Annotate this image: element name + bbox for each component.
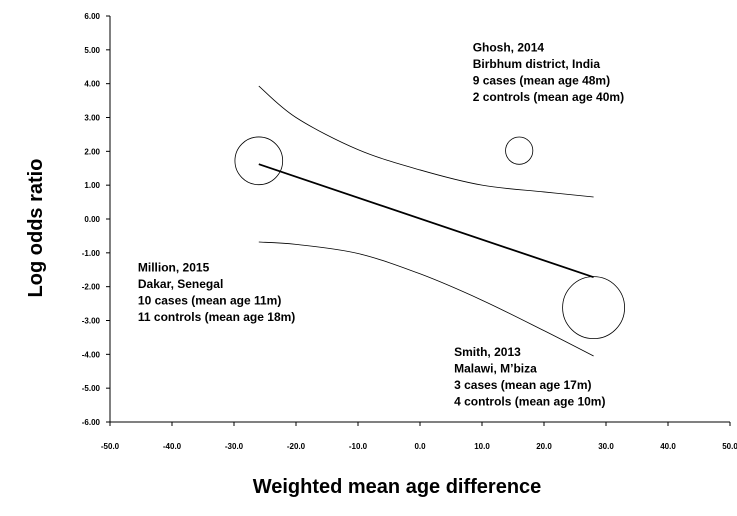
y-tick-label: 3.00 [84,114,100,123]
x-tick-label: 10.0 [474,442,490,451]
annotation-line: 2 controls (mean age 40m) [473,90,624,104]
ci-lower-curve [258,241,594,357]
study-bubble [234,136,284,186]
annotation-line: Million, 2015 [138,260,210,274]
annotation-line: Smith, 2013 [454,345,521,359]
study-annotation: Million, 2015 Dakar, Senegal 10 cases (mea… [138,260,295,324]
study-annotation: Smith, 2013 Malawi, M’biza 3 cases (mean a… [454,345,605,409]
x-axis-title: Weighted mean age difference [253,476,542,498]
study-bubble [562,276,625,340]
annotation-line: Ghosh, 2014 [473,41,545,55]
y-tick-label: 4.00 [84,80,100,89]
y-tick-label: -4.00 [82,350,101,359]
x-tick-label: 30.0 [598,442,614,451]
y-axis-title: Log odds ratio [25,159,47,298]
y-tick-label: 0.00 [84,215,100,224]
x-tick-label: 40.0 [660,442,676,451]
y-tick-label: 1.00 [84,181,100,190]
y-tick-label: 2.00 [84,147,100,156]
annotation-line: Malawi, M’biza [454,362,537,376]
y-tick-label: -3.00 [82,317,101,326]
y-tick-label: -1.00 [82,249,101,258]
study-annotation: Ghosh, 2014 Birbhum district, India 9 case… [473,41,624,105]
y-tick-label: 5.00 [84,46,100,55]
annotation-line: 3 cases (mean age 17m) [454,378,591,392]
annotation-line: 10 cases (mean age 11m) [138,293,281,307]
y-tick-label: 6.00 [84,12,100,21]
y-tick-label: -2.00 [82,283,101,292]
annotation-line: 11 controls (mean age 18m) [138,310,295,324]
x-tick-label: -20.0 [287,442,306,451]
annotation-line: Birbhum district, India [473,57,601,71]
annotation-line: Dakar, Senegal [138,277,223,291]
y-tick-label: -6.00 [82,418,101,427]
x-tick-label: -30.0 [225,442,244,451]
annotation-line: 9 cases (mean age 48m) [473,74,610,88]
ci-upper-curve [258,85,594,198]
x-tick-label: -10.0 [349,442,368,451]
annotation-line: 4 controls (mean age 10m) [454,395,605,409]
x-tick-label: -40.0 [163,442,182,451]
x-tick-label: 0.0 [414,442,426,451]
x-tick-label: 20.0 [536,442,552,451]
x-tick-label: 50.0 [722,442,737,451]
study-bubble [505,136,534,165]
regression-line [258,163,594,279]
y-tick-label: -5.00 [82,384,101,393]
x-tick-label: -50.0 [101,442,120,451]
